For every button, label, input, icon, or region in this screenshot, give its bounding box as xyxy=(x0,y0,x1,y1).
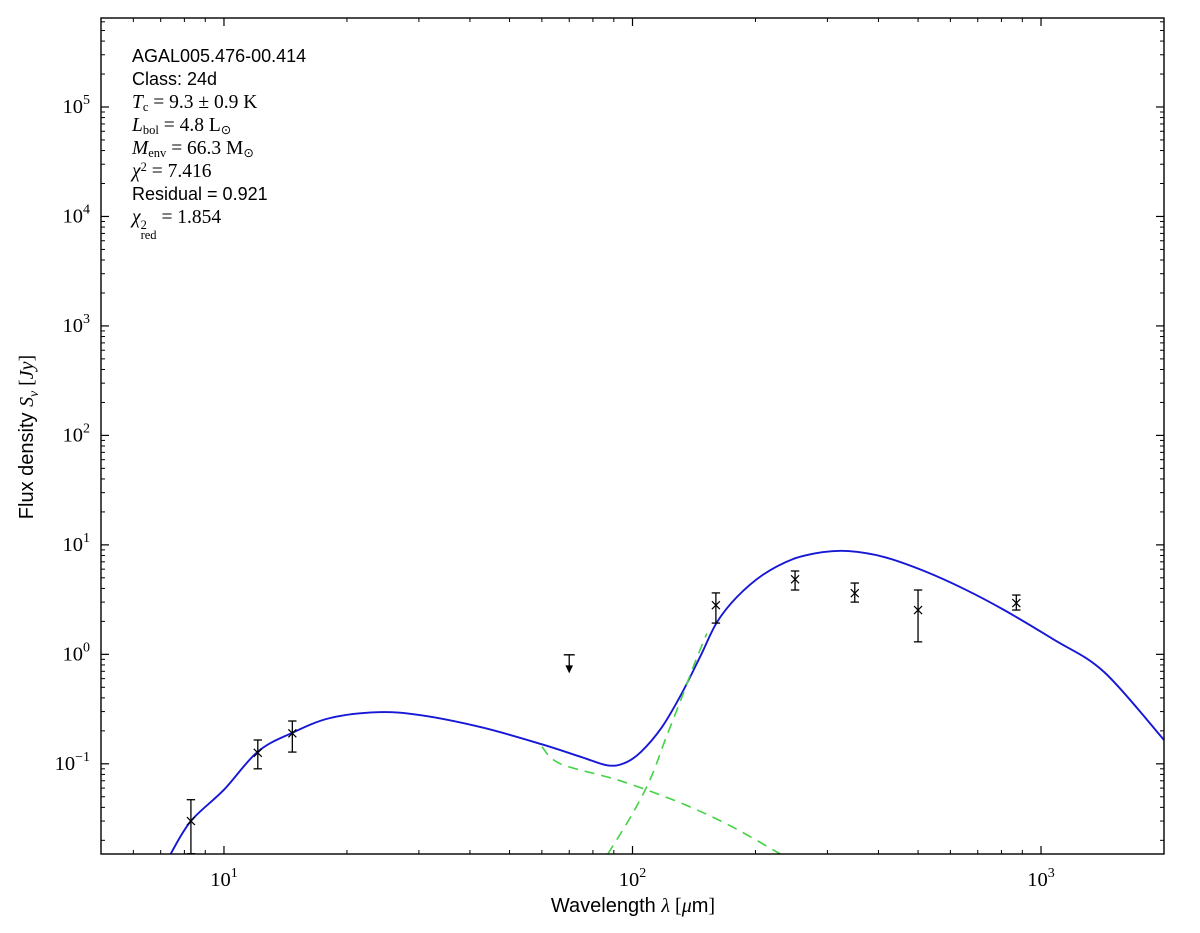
x-tick-label: 101 xyxy=(210,866,238,891)
upper-limit-arrow-icon xyxy=(565,665,574,674)
source-name: AGAL005.476-00.414 xyxy=(132,46,307,66)
x-axis-label: Wavelength λ [μm] xyxy=(551,895,715,917)
data-point-marker xyxy=(186,816,196,826)
y-tick-label: 105 xyxy=(63,93,91,118)
total-model-fit-curve xyxy=(169,549,1165,855)
x-tick-label: 103 xyxy=(1027,866,1055,891)
data-point-marker xyxy=(253,748,263,758)
data-point-marker xyxy=(1011,598,1021,608)
envelope-mass-value: Menv = 66.3 M⊙ xyxy=(132,138,254,160)
luminosity-value: Lbol = 4.8 L⊙ xyxy=(132,115,232,137)
data-point-marker xyxy=(790,574,800,584)
data-point-marker xyxy=(913,605,923,615)
y-tick-label: 100 xyxy=(63,640,91,665)
data-point-marker xyxy=(711,600,721,610)
temperature-value: Tc = 9.3 ± 0.9 K xyxy=(132,92,258,114)
cold-component-curve xyxy=(607,633,708,855)
x-tick-label: 102 xyxy=(619,866,647,891)
y-tick-label: 103 xyxy=(63,312,91,337)
y-tick-label: 102 xyxy=(63,421,91,446)
residual-value: Residual = 0.921 xyxy=(132,184,268,204)
warm-component-curve xyxy=(541,746,781,855)
data-point-marker xyxy=(287,728,297,738)
y-tick-label: 104 xyxy=(63,202,91,227)
reduced-chi-squared-value: χ 2 red = 1.854 xyxy=(132,207,222,242)
fit-parameters-annotation: AGAL005.476-00.414 Class: 24d Tc = 9.3 ±… xyxy=(132,45,307,242)
y-tick-label: 10−1 xyxy=(55,750,90,775)
class-label: Class: 24d xyxy=(132,69,218,89)
chi-squared-value: χ2 = 7.416 xyxy=(132,160,212,182)
y-tick-label: 101 xyxy=(63,531,91,556)
plot-area: 101 102 103 105 104 103 102 101 100 10−1 xyxy=(55,17,1165,891)
data-point-marker xyxy=(850,588,860,598)
y-axis-label: Flux density Sν [Jy] xyxy=(16,355,41,519)
